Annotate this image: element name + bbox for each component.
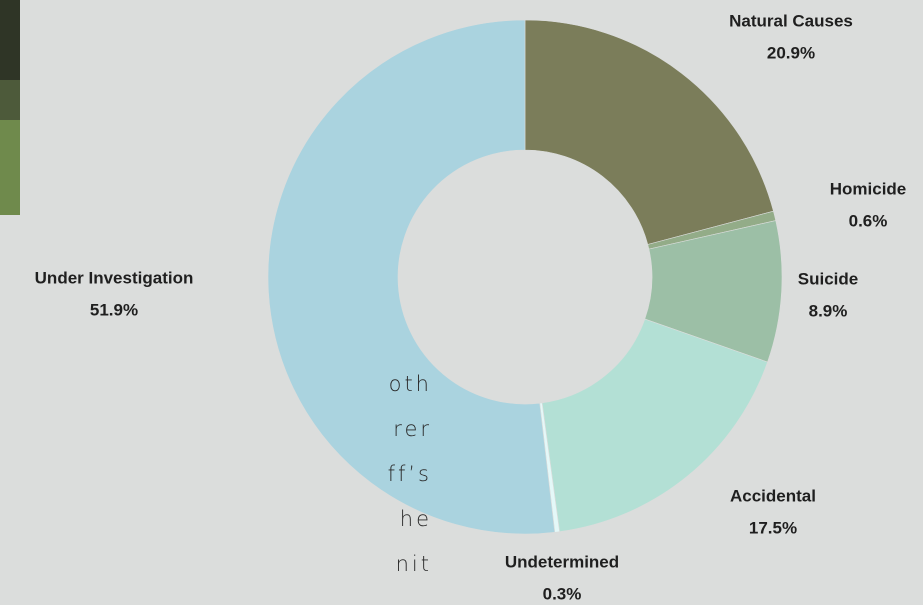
body-text-fragment: nit: [396, 552, 432, 576]
body-text-fragment: ff’s: [388, 462, 432, 486]
donut-slice: [524, 19, 774, 245]
body-text-fragment: rer: [393, 417, 432, 441]
photo-grass: [0, 120, 20, 215]
slice-label: Suicide: [798, 269, 858, 288]
slice-value-label: 20.9%: [767, 43, 815, 62]
slice-label: Homicide: [830, 179, 907, 198]
body-text-fragment: he: [400, 507, 432, 531]
slice-value-label: 51.9%: [90, 300, 138, 319]
slice-value-label: 0.3%: [543, 584, 582, 603]
slice-label: Accidental: [730, 486, 816, 505]
slice-label: Under Investigation: [35, 268, 194, 287]
donut-slice: [541, 318, 768, 533]
slice-value-label: 8.9%: [809, 301, 848, 320]
donut-slice: [267, 19, 556, 535]
slice-label: Undetermined: [505, 552, 619, 571]
slice-value-label: 0.6%: [849, 211, 888, 230]
body-text-fragment: oth: [389, 372, 432, 396]
photo-shade: [0, 0, 20, 80]
slice-value-label: 17.5%: [749, 518, 797, 537]
slice-label: Natural Causes: [729, 11, 853, 30]
